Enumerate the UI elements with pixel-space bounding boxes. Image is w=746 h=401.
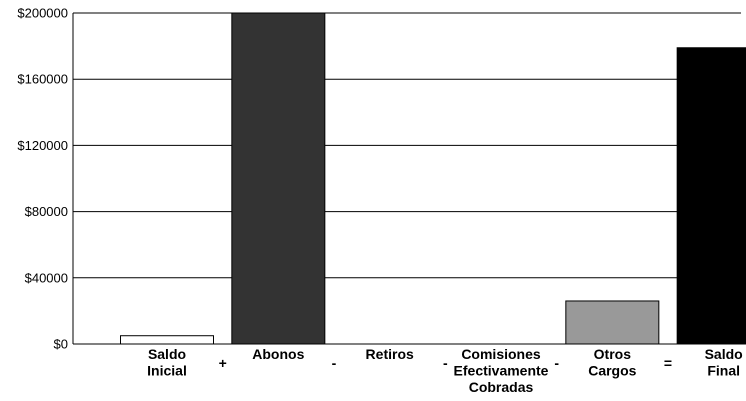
y-tick-labels: $0 $40000 $80000 $120000 $160000 $200000: [17, 6, 68, 352]
operator-label: =: [664, 355, 672, 371]
operator-label: -: [554, 355, 559, 371]
category-label: Abonos: [252, 346, 304, 362]
category-label: Cobradas: [469, 379, 534, 395]
category-label: Inicial: [147, 363, 187, 379]
y-tick-label: $120000: [17, 138, 68, 153]
bar: [676, 47, 746, 345]
operator-labels: + - - - =: [219, 355, 673, 371]
bars: [120, 12, 746, 345]
y-tick-label: $80000: [25, 204, 68, 219]
category-label: Comisiones: [461, 346, 541, 362]
bar: [120, 335, 214, 345]
gridlines: [73, 12, 741, 345]
operator-label: +: [219, 355, 227, 371]
category-label: Retiros: [366, 346, 414, 362]
bar: [231, 12, 326, 345]
operator-label: -: [332, 355, 337, 371]
category-label: Saldo: [705, 346, 743, 362]
category-label: Final: [707, 363, 740, 379]
bar: [565, 300, 660, 345]
category-label: Otros: [594, 346, 632, 362]
y-tick-label: $0: [54, 337, 68, 352]
y-tick-label: $160000: [17, 72, 68, 87]
axes: [72, 13, 741, 345]
y-tick-label: $200000: [17, 6, 68, 21]
category-label: Saldo: [148, 346, 186, 362]
y-tick-label: $40000: [25, 270, 68, 285]
category-label: Cargos: [588, 363, 636, 379]
category-label: Efectivamente: [454, 363, 549, 379]
operator-label: -: [443, 355, 448, 371]
